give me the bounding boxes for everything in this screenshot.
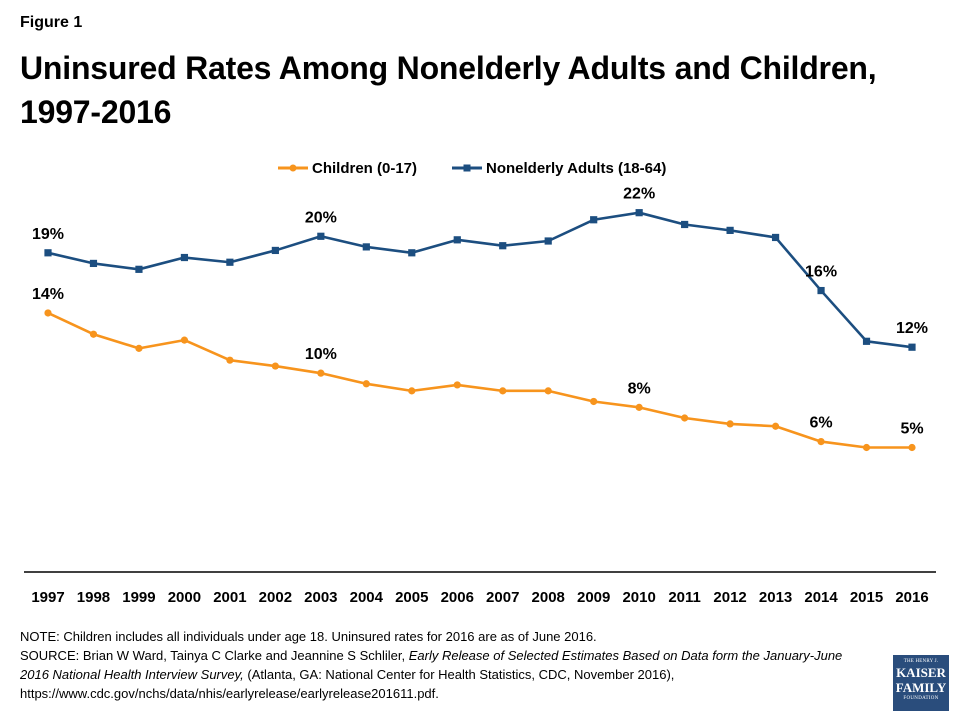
data-point xyxy=(544,387,552,395)
data-point xyxy=(180,253,189,262)
data-point xyxy=(499,242,507,250)
x-tick-label: 2003 xyxy=(304,589,337,606)
source-prefix: SOURCE: Brian W Ward, Tainya C Clarke an… xyxy=(20,648,409,663)
data-label: 20% xyxy=(305,209,337,226)
data-point xyxy=(862,337,871,345)
x-tick-label: 2014 xyxy=(804,589,838,606)
x-tick-label: 2015 xyxy=(850,589,883,606)
series-line xyxy=(47,311,912,449)
data-label: 10% xyxy=(305,346,337,363)
legend-item: Children (0-17) xyxy=(278,160,417,177)
data-point xyxy=(726,420,734,428)
x-tick-label: 2001 xyxy=(213,589,246,606)
data-label: 19% xyxy=(32,226,64,243)
data-point xyxy=(908,443,916,452)
notes: NOTE: Children includes all individuals … xyxy=(20,627,860,703)
data-point xyxy=(44,249,52,257)
data-point xyxy=(89,259,98,268)
data-point xyxy=(590,397,598,406)
x-tick-label: 2016 xyxy=(895,589,928,606)
legend-marker xyxy=(289,164,297,172)
data-point xyxy=(771,422,780,430)
logo-line1: THE HENRY J. xyxy=(903,659,939,664)
x-tick-labels: 1997 1998 1999 2000 2001 2002 2003 2004 2005 2006… xyxy=(31,589,928,606)
source-title: Early Release of Selected Estimates Base… xyxy=(20,648,843,682)
x-tick-label: 2013 xyxy=(759,589,792,606)
source-text: SOURCE: Brian W Ward, Tainya C Clarke an… xyxy=(20,646,860,703)
data-label: 8% xyxy=(628,380,651,397)
data-point xyxy=(771,233,780,242)
x-tick-label: 2007 xyxy=(486,589,519,606)
x-tick-label: 1997 xyxy=(31,589,64,606)
x-tick-label: 2005 xyxy=(395,589,428,606)
data-point xyxy=(544,237,552,245)
legend: Children (0-17) Nonelderly Adults (18-64) xyxy=(278,160,666,177)
logo-line2: KAISER xyxy=(896,665,946,680)
data-point xyxy=(362,380,370,388)
data-point xyxy=(681,414,689,422)
data-point xyxy=(180,336,189,344)
series-line xyxy=(47,211,913,349)
data-point xyxy=(317,232,325,240)
x-tick-label: 2008 xyxy=(532,589,565,606)
data-point xyxy=(362,243,370,251)
series-children: 14% 10% 8% 6% 5% xyxy=(32,286,924,452)
series-layer: 14% 10% 8% 6% 5% 19% 20% 22% 16% 12% xyxy=(32,186,928,452)
legend-marker xyxy=(463,164,471,172)
data-point xyxy=(635,209,643,217)
note-text: NOTE: Children includes all individuals … xyxy=(20,629,597,644)
x-tick-label: 2011 xyxy=(668,589,701,606)
x-tick-label: 2012 xyxy=(713,589,746,606)
data-label: 12% xyxy=(896,320,928,337)
x-tick-label: 2009 xyxy=(577,589,610,606)
data-point xyxy=(408,249,416,257)
data-point xyxy=(226,356,234,364)
legend-item: Nonelderly Adults (18-64) xyxy=(452,160,666,177)
data-point xyxy=(499,387,507,395)
x-tick-label: 2010 xyxy=(622,589,655,606)
data-point xyxy=(817,286,825,295)
data-point xyxy=(590,216,598,224)
data-point xyxy=(681,220,689,229)
legend-label: Children (0-17) xyxy=(312,160,417,177)
data-point xyxy=(317,369,325,377)
data-point xyxy=(44,309,52,317)
legend-label: Nonelderly Adults (18-64) xyxy=(486,160,666,177)
x-tick-label: 2000 xyxy=(168,589,201,606)
source-suffix: (Atlanta, GA: National Center for Health… xyxy=(20,667,675,701)
data-point xyxy=(135,265,143,273)
data-point xyxy=(135,344,143,352)
data-point xyxy=(408,387,416,395)
data-point xyxy=(817,438,825,446)
data-label: 14% xyxy=(32,286,64,303)
data-label: 22% xyxy=(623,186,655,203)
data-point xyxy=(862,443,871,452)
data-point xyxy=(635,403,643,411)
data-label: 5% xyxy=(900,421,923,438)
logo-line4: FOUNDATION xyxy=(903,696,939,701)
x-tick-label: 2002 xyxy=(259,589,292,606)
data-label: 6% xyxy=(809,415,832,432)
x-tick-label: 1999 xyxy=(122,589,155,606)
data-point xyxy=(908,343,916,351)
data-point xyxy=(271,362,279,370)
figure-label: Figure 1 xyxy=(20,14,83,31)
line-chart: Children (0-17) Nonelderly Adults (18-64)… xyxy=(24,160,936,606)
x-tick-label: 2004 xyxy=(350,589,384,606)
data-point xyxy=(226,258,234,266)
data-point xyxy=(271,246,279,255)
chart-title: Uninsured Rates Among Nonelderly Adults … xyxy=(20,50,877,130)
logo-line3: FAMILY xyxy=(895,680,947,695)
x-tick-label: 1998 xyxy=(77,589,110,606)
data-point xyxy=(726,226,734,234)
data-point xyxy=(89,330,98,338)
data-label: 16% xyxy=(805,264,837,281)
data-point xyxy=(453,236,461,244)
x-tick-label: 2006 xyxy=(441,589,474,606)
series-adults: 19% 20% 22% 16% 12% xyxy=(32,186,928,351)
data-point xyxy=(453,381,461,389)
kff-logo: THE HENRY J. KAISER FAMILY FOUNDATION xyxy=(893,655,949,711)
